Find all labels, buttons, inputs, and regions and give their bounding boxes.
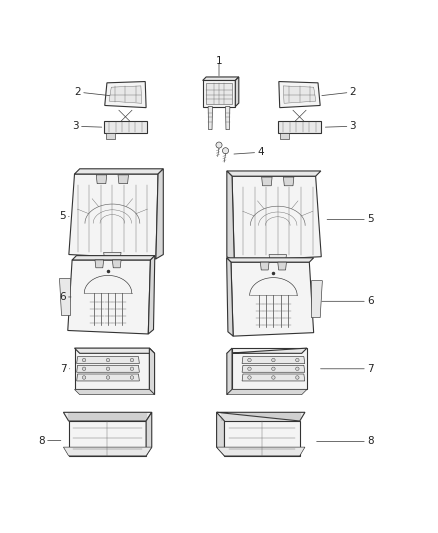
Text: 6: 6	[59, 292, 66, 302]
Circle shape	[130, 358, 134, 362]
Polygon shape	[280, 133, 289, 139]
Polygon shape	[146, 413, 152, 456]
Polygon shape	[77, 357, 139, 364]
Circle shape	[82, 376, 86, 379]
Circle shape	[248, 367, 251, 370]
Text: 5: 5	[367, 214, 374, 224]
Polygon shape	[64, 447, 152, 456]
Polygon shape	[226, 107, 230, 130]
Polygon shape	[261, 177, 272, 186]
Circle shape	[82, 358, 86, 362]
Polygon shape	[260, 262, 269, 270]
Polygon shape	[269, 255, 286, 261]
Polygon shape	[217, 413, 305, 421]
Polygon shape	[227, 171, 321, 176]
Polygon shape	[74, 348, 149, 390]
Text: 2: 2	[350, 87, 356, 98]
Text: 6: 6	[367, 296, 374, 306]
Polygon shape	[279, 82, 320, 108]
Circle shape	[272, 376, 275, 379]
Polygon shape	[74, 169, 163, 174]
Polygon shape	[64, 413, 152, 421]
Polygon shape	[206, 84, 232, 103]
Circle shape	[106, 367, 110, 370]
Polygon shape	[59, 278, 70, 316]
Circle shape	[272, 358, 275, 362]
Polygon shape	[77, 374, 139, 381]
Polygon shape	[227, 171, 234, 261]
Text: 8: 8	[367, 437, 374, 447]
Text: 2: 2	[74, 87, 81, 98]
Circle shape	[82, 367, 86, 370]
Polygon shape	[217, 413, 224, 456]
Polygon shape	[74, 348, 155, 353]
Polygon shape	[69, 174, 158, 259]
Polygon shape	[96, 175, 107, 183]
Polygon shape	[283, 86, 316, 103]
Circle shape	[216, 142, 222, 148]
Polygon shape	[242, 365, 305, 372]
Text: 7: 7	[60, 364, 67, 374]
Circle shape	[296, 367, 299, 370]
Polygon shape	[106, 133, 115, 139]
Polygon shape	[227, 390, 307, 394]
Polygon shape	[235, 77, 239, 107]
Polygon shape	[278, 262, 286, 270]
Polygon shape	[105, 82, 146, 108]
Polygon shape	[149, 348, 155, 394]
Polygon shape	[118, 175, 128, 183]
Polygon shape	[283, 177, 294, 186]
Polygon shape	[208, 107, 212, 130]
Polygon shape	[227, 348, 307, 353]
Polygon shape	[203, 77, 239, 80]
Polygon shape	[226, 258, 233, 336]
Circle shape	[130, 376, 134, 379]
Polygon shape	[217, 447, 305, 456]
Polygon shape	[156, 169, 163, 259]
Polygon shape	[242, 374, 305, 381]
Polygon shape	[148, 256, 155, 334]
Polygon shape	[311, 281, 322, 318]
Text: 3: 3	[72, 122, 79, 131]
Text: 5: 5	[59, 212, 66, 221]
Polygon shape	[232, 348, 307, 390]
Polygon shape	[72, 256, 155, 260]
Circle shape	[106, 358, 110, 362]
Polygon shape	[232, 176, 321, 261]
Text: 3: 3	[350, 122, 356, 131]
Circle shape	[106, 376, 110, 379]
Circle shape	[248, 358, 251, 362]
Polygon shape	[203, 80, 235, 107]
Polygon shape	[68, 260, 150, 334]
Polygon shape	[95, 260, 104, 268]
Polygon shape	[104, 252, 121, 259]
Polygon shape	[109, 86, 142, 103]
Polygon shape	[113, 260, 121, 268]
Text: 4: 4	[257, 148, 264, 157]
Polygon shape	[278, 121, 321, 133]
Circle shape	[248, 376, 251, 379]
Polygon shape	[77, 365, 139, 372]
Polygon shape	[226, 258, 314, 262]
Text: 1: 1	[215, 55, 223, 66]
Polygon shape	[224, 421, 300, 456]
Polygon shape	[69, 421, 146, 456]
Polygon shape	[104, 121, 147, 133]
Circle shape	[130, 367, 134, 370]
Circle shape	[296, 376, 299, 379]
Polygon shape	[231, 262, 314, 336]
Circle shape	[272, 367, 275, 370]
Polygon shape	[242, 357, 305, 364]
Polygon shape	[227, 348, 232, 394]
Circle shape	[223, 148, 229, 154]
Text: 7: 7	[367, 364, 374, 374]
Circle shape	[296, 358, 299, 362]
Polygon shape	[74, 390, 155, 394]
Text: 8: 8	[38, 435, 45, 446]
